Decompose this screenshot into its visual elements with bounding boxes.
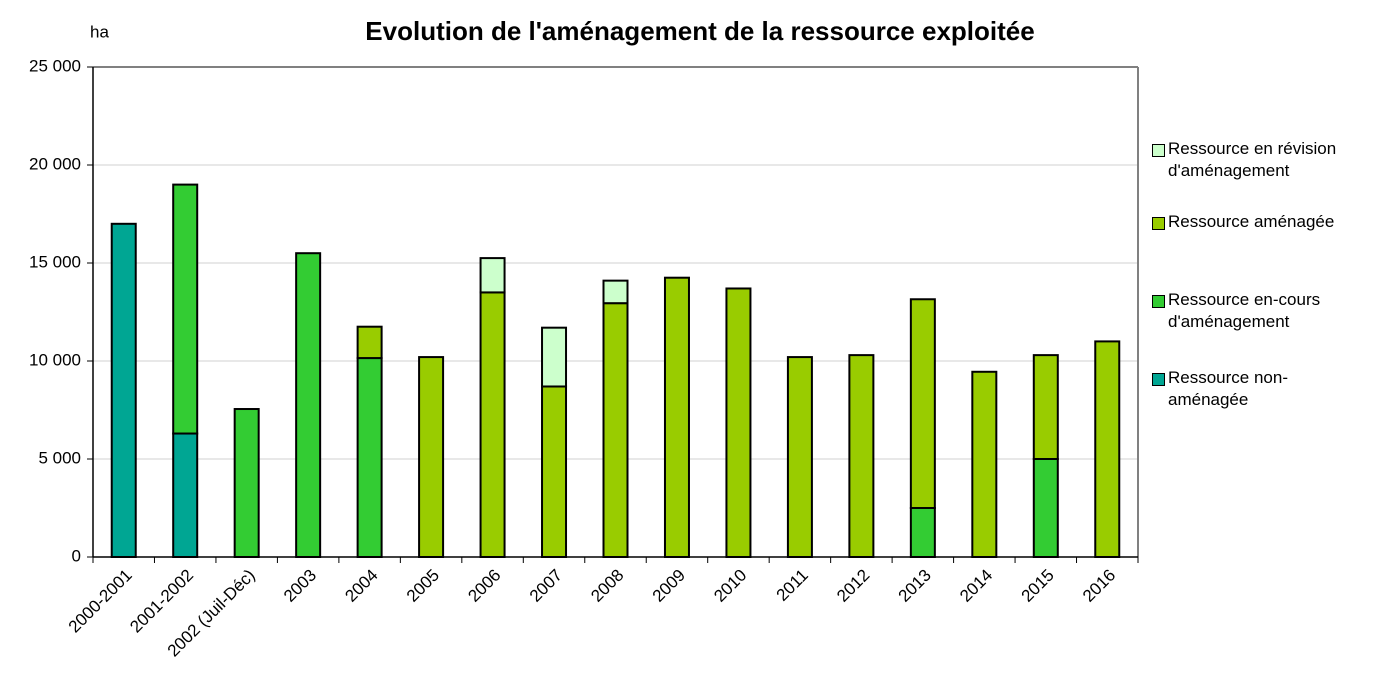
- y-tick-label: 25 000: [29, 56, 81, 75]
- bar-segment: [1032, 458, 1059, 558]
- bar-segment: [541, 385, 568, 559]
- bar-segment: [663, 276, 690, 558]
- bar-segment: [295, 252, 322, 558]
- bar-segment: [971, 370, 998, 558]
- bar-segment: [233, 408, 260, 558]
- x-tick-label: 2000-2001: [65, 566, 136, 637]
- x-tick-label: 2007: [526, 566, 566, 606]
- bar-segment: [172, 183, 199, 435]
- x-tick-label: 2014: [956, 566, 996, 606]
- bar-segment: [172, 432, 199, 558]
- bar-segment: [541, 326, 568, 388]
- x-tick-label: 2016: [1079, 566, 1119, 606]
- x-tick-label: 2003: [280, 566, 320, 606]
- bar-segment: [356, 357, 383, 558]
- bar-segment: [848, 354, 875, 558]
- x-tick-label: 2013: [895, 566, 935, 606]
- legend-label: Ressource aménagée: [1168, 212, 1335, 231]
- bar-segment: [356, 325, 383, 360]
- bar-segment: [725, 287, 752, 558]
- legend-item: Ressource en-cours d'aménagement: [1152, 290, 1358, 333]
- x-tick-label: 2015: [1018, 566, 1058, 606]
- y-tick-label: 10 000: [29, 350, 81, 369]
- x-tick-label: 2009: [649, 566, 689, 606]
- y-tick-label: 15 000: [29, 252, 81, 271]
- bar-segment: [602, 302, 629, 558]
- legend-swatch: [1152, 373, 1165, 386]
- x-tick-label: 2011: [773, 566, 812, 605]
- legend-item: Ressource non-aménagée: [1152, 368, 1358, 411]
- legend-label: Ressource en-cours d'aménagement: [1168, 290, 1321, 331]
- bar-segment: [909, 507, 936, 558]
- bar-segment: [479, 291, 506, 558]
- x-tick-label: 2005: [403, 566, 443, 606]
- x-tick-label: 2008: [587, 566, 627, 606]
- bar-segment: [479, 257, 506, 294]
- bar-segment: [602, 279, 629, 305]
- x-tick-label: 2010: [710, 566, 750, 606]
- bar-segment: [1032, 354, 1059, 460]
- y-tick-label: 0: [72, 546, 81, 565]
- bar-segment: [909, 298, 936, 510]
- legend-item: Ressource aménagée: [1152, 212, 1358, 233]
- y-axis-unit: ha: [90, 22, 109, 41]
- legend-swatch: [1152, 217, 1165, 230]
- x-tick-label: 2004: [341, 566, 381, 606]
- legend-item: Ressource en révision d'aménagement: [1152, 139, 1358, 182]
- legend-label: Ressource non-aménagée: [1168, 368, 1289, 409]
- legend-swatch: [1152, 144, 1165, 157]
- bar-segment: [1094, 340, 1121, 558]
- x-tick-label: 2006: [464, 566, 504, 606]
- y-tick-label: 20 000: [29, 154, 81, 173]
- legend-label: Ressource en révision d'aménagement: [1168, 139, 1337, 180]
- y-tick-label: 5 000: [38, 448, 81, 467]
- bar-segment: [110, 222, 137, 559]
- chart-title: Evolution de l'aménagement de la ressour…: [365, 16, 1034, 46]
- x-tick-label: 2012: [833, 566, 873, 606]
- bar-segment: [786, 356, 813, 558]
- legend-swatch: [1152, 295, 1165, 308]
- bar-segment: [418, 356, 445, 558]
